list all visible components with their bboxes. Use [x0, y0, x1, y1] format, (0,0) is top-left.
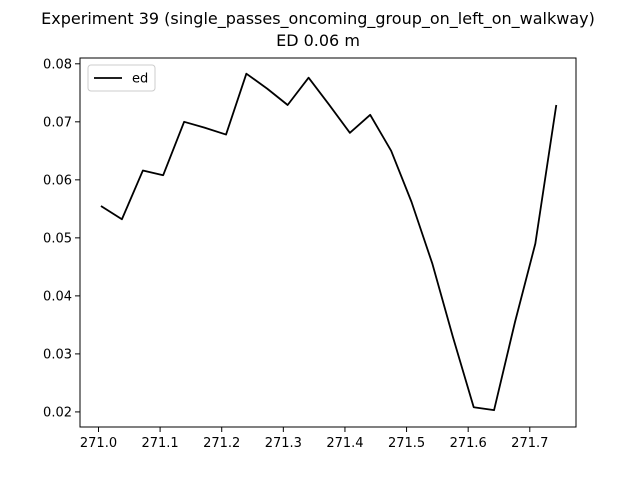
chart-subtitle: ED 0.06 m [276, 31, 360, 50]
x-tick-label: 271.1 [141, 436, 178, 451]
y-axis: 0.02 0.03 0.04 0.05 0.06 0.07 0.08 [43, 57, 80, 420]
y-tick-label: 0.07 [43, 115, 72, 130]
y-tick-label: 0.08 [43, 57, 72, 72]
x-tick-label: 271.0 [80, 436, 117, 451]
series-line-ed [100, 72, 558, 412]
x-tick-label: 271.4 [326, 436, 363, 451]
y-tick-label: 0.02 [43, 405, 72, 420]
y-tick-label: 0.06 [43, 173, 72, 188]
legend: ed [87, 64, 156, 92]
x-tick-label: 271.6 [450, 436, 487, 451]
series-layer [100, 72, 558, 412]
y-tick-label: 0.03 [43, 347, 72, 362]
y-tick-label: 0.04 [43, 289, 72, 304]
plot-frame [79, 57, 577, 428]
chart-title: Experiment 39 (single_passes_oncoming_gr… [41, 9, 595, 29]
x-tick-label: 271.5 [388, 436, 425, 451]
x-tick-label: 271.7 [511, 436, 548, 451]
x-axis: 271.0 271.1 271.2 271.3 271.4 271.5 271.6 271.7 [80, 427, 548, 451]
x-tick-label: 271.2 [203, 436, 240, 451]
y-tick-label: 0.05 [43, 231, 72, 246]
plot-area [79, 57, 577, 428]
x-tick-label: 271.3 [265, 436, 302, 451]
legend-label: ed [132, 72, 148, 87]
